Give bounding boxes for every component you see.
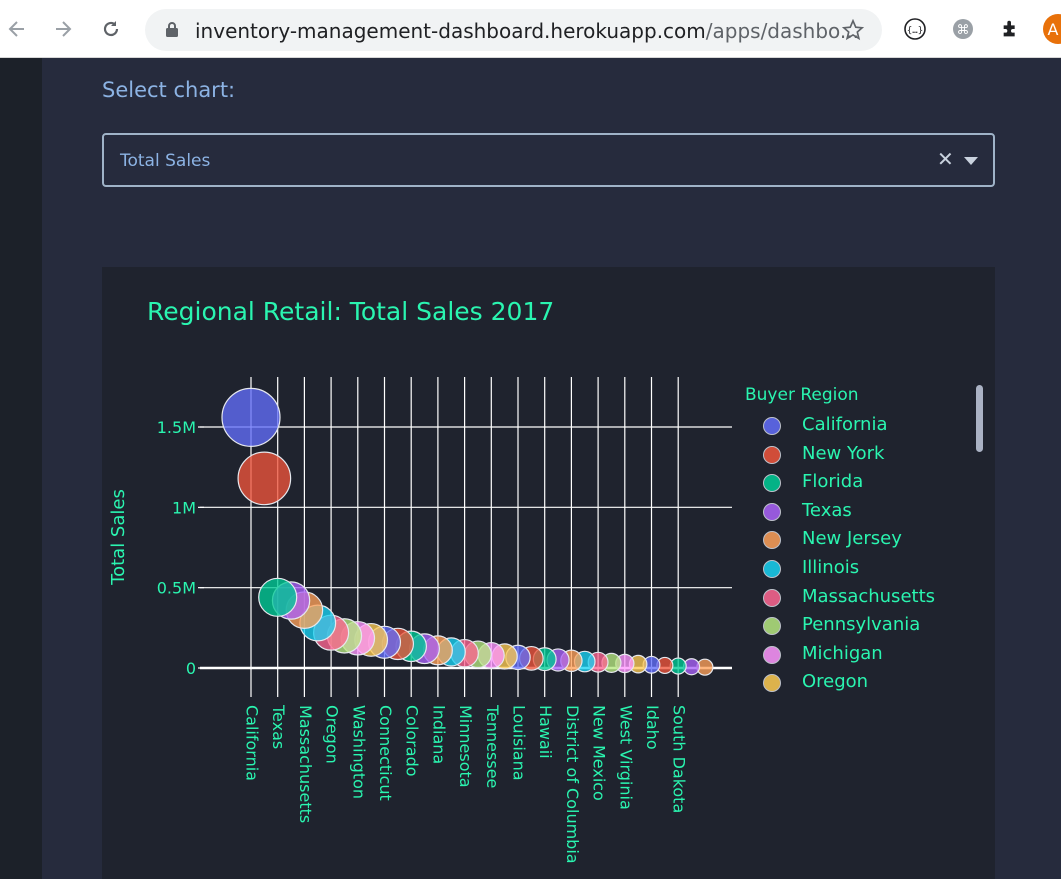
legend-marker-icon: [763, 674, 781, 693]
chart-card: 0 0.5M 1M 1.5M Total Sales California Texas Mas…: [102, 267, 995, 879]
legend-marker-icon: [763, 617, 781, 636]
legend-item[interactable]: California: [745, 411, 985, 440]
y-tick-label: 0.5M: [157, 579, 196, 598]
x-tick-label: Oregon: [323, 705, 342, 764]
legend-title: Buyer Region: [745, 385, 859, 405]
chart-select-dropdown[interactable]: Total Sales ✕: [102, 133, 995, 187]
extension-command-icon[interactable]: ⌘: [950, 16, 976, 42]
x-tick-label: Indiana: [429, 705, 448, 764]
legend-item-label: California: [802, 414, 888, 435]
y-tick-label: 1.5M: [157, 418, 196, 437]
x-tick-label: Louisiana: [510, 705, 529, 781]
legend-marker-icon: [763, 588, 781, 607]
legend-item-label: New Jersey: [802, 528, 902, 550]
x-tick-label: Tennessee: [483, 704, 502, 788]
profile-avatar[interactable]: A: [1043, 14, 1061, 44]
legend-item[interactable]: Texas: [745, 497, 985, 526]
data-point: [221, 387, 281, 447]
legend-scrollbar[interactable]: [976, 385, 983, 452]
legend-item-label: Florida: [802, 471, 864, 493]
legend-item[interactable]: New Jersey: [745, 525, 985, 554]
page-scroll-area: [1032, 58, 1061, 879]
legend-item[interactable]: Oregon: [745, 668, 985, 697]
legend-item-label: Massachusetts: [802, 585, 936, 607]
legend-item[interactable]: Michigan: [745, 640, 985, 669]
x-tick-label: Minnesota: [456, 705, 475, 788]
url-text: inventory-management-dashboard.herokuapp…: [195, 19, 860, 43]
svg-text:⌘: ⌘: [957, 23, 970, 38]
select-chart-label: Select chart:: [102, 78, 236, 102]
legend-item[interactable]: New York: [745, 440, 985, 469]
extensions-puzzle-icon[interactable]: [998, 16, 1024, 42]
x-tick-label: Texas: [269, 704, 288, 749]
dashboard-panel: Select chart: Total Sales ✕ 0 0.5M 1M 1.5M T…: [42, 58, 1032, 879]
x-tick-label: California: [243, 705, 262, 781]
browser-toolbar: inventory-management-dashboard.herokuapp…: [0, 0, 1061, 58]
x-tick-label: West Virginia: [616, 705, 635, 810]
legend-item-label: Illinois: [802, 556, 860, 578]
svg-text:{…}: {…}: [907, 26, 923, 36]
x-tick-label: Colorado: [403, 705, 422, 777]
legend-marker-icon: [763, 502, 781, 521]
chart-legend: Buyer Region California New York Florida Te…: [745, 385, 985, 697]
data-point: [237, 451, 292, 506]
scatter-chart: 0 0.5M 1M 1.5M Total Sales California Texas Mas…: [108, 377, 732, 864]
forward-icon[interactable]: [50, 16, 76, 42]
legend-item[interactable]: Florida: [745, 468, 985, 497]
legend-marker-icon: [763, 559, 781, 578]
chevron-down-icon[interactable]: [964, 157, 978, 165]
legend-item-label: Pennsylvania: [802, 614, 921, 636]
x-tick-label: South Dakota: [670, 705, 689, 813]
x-tick-label: Hawaii: [536, 705, 555, 759]
legend-item[interactable]: Massachusetts: [745, 583, 985, 612]
y-tick-label: 1M: [172, 498, 196, 517]
extension-json-icon[interactable]: {…}: [902, 16, 928, 42]
legend-marker-icon: [763, 531, 781, 550]
legend-marker-icon: [763, 645, 781, 664]
legend-item-label: Michigan: [802, 642, 883, 664]
legend-item-label: New York: [802, 442, 885, 464]
data-point: [258, 577, 298, 617]
x-tick-label: Idaho: [643, 705, 662, 750]
bookmark-star-icon[interactable]: [841, 18, 865, 45]
legend-marker-icon: [763, 445, 781, 464]
back-icon[interactable]: [4, 16, 30, 42]
selected-chart-value: Total Sales: [120, 151, 211, 171]
lock-icon: [165, 21, 179, 42]
legend-item[interactable]: Illinois: [745, 554, 985, 583]
legend-item-label: Oregon: [802, 671, 869, 693]
x-tick-label: Massachusetts: [296, 705, 315, 823]
x-tick-label: Connecticut: [376, 705, 395, 801]
reload-icon[interactable]: [98, 16, 124, 42]
legend-marker-icon: [763, 417, 781, 435]
y-tick-label: 0: [186, 659, 196, 678]
clear-selection-icon[interactable]: ✕: [937, 147, 954, 171]
chart-title: Regional Retail: Total Sales 2017: [147, 297, 555, 326]
legend-item-label: Texas: [802, 499, 852, 521]
legend-marker-icon: [763, 474, 781, 493]
page-body: Select chart: Total Sales ✕ 0 0.5M 1M 1.5M T…: [0, 58, 1061, 879]
address-bar[interactable]: inventory-management-dashboard.herokuapp…: [145, 9, 882, 51]
y-axis-title: Total Sales: [108, 489, 129, 586]
legend-item[interactable]: Pennsylvania: [745, 611, 985, 640]
x-tick-label: Washington: [349, 705, 368, 799]
x-tick-label: District of Columbia: [563, 705, 582, 864]
x-tick-label: New Mexico: [590, 705, 609, 801]
